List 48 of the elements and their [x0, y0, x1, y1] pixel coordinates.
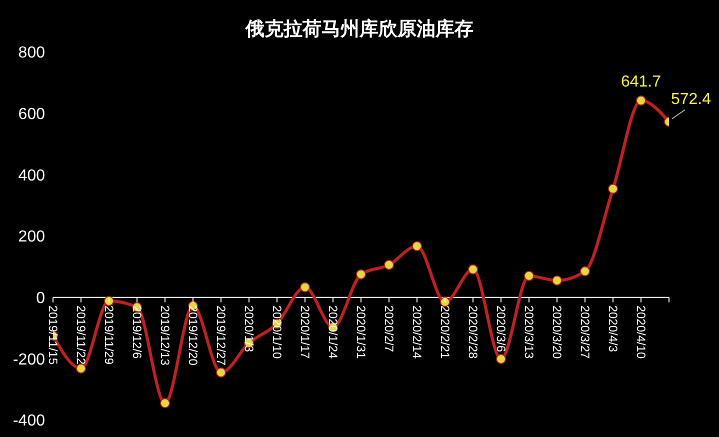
x-tick-label: 2019/11/15: [46, 305, 60, 365]
x-tick-label: 2020/1/10: [270, 305, 284, 360]
point: [384, 260, 394, 270]
point: [440, 296, 450, 307]
x-tick-label: 2019/12/27: [214, 305, 228, 366]
chart-title: 俄克拉荷马州库欣原油库存: [244, 17, 474, 42]
y-tick-label: -200: [12, 351, 46, 368]
x-tick-label: 2020/2/7: [382, 305, 396, 352]
data-label: 572.4: [670, 90, 712, 108]
x-tick-label: 2019/12/20: [186, 305, 200, 366]
point: [552, 275, 562, 286]
point: [524, 270, 534, 281]
x-tick-label: 2020/4/10: [634, 305, 648, 360]
x-tick-label: 2020/1/3: [242, 305, 256, 352]
point: [160, 398, 170, 408]
point: [468, 264, 478, 274]
x-tick-label: 2019/12/6: [130, 305, 144, 360]
x-tick-label: 2020/1/17: [298, 305, 312, 360]
x-tick-label: 2020/3/6: [494, 305, 508, 352]
x-tick-label: 2020/4/3: [606, 305, 620, 352]
y-tick-label: 0: [36, 290, 46, 308]
point: [496, 354, 506, 364]
x-tick-label: 2020/2/28: [466, 305, 480, 360]
point: [608, 184, 618, 194]
point: [580, 266, 590, 276]
x-tick-label: 2020/3/20: [550, 305, 564, 360]
x-tick-label: 2019/11/29: [102, 305, 116, 365]
x-tick-label: 2019/11/22: [74, 305, 88, 365]
y-tick-label: 200: [18, 228, 46, 246]
x-tick-label: 2020/1/31: [354, 305, 368, 360]
y-tick-label: 600: [18, 106, 46, 124]
y-tick-label: 800: [18, 44, 46, 62]
x-tick-label: 2020/2/21: [438, 305, 452, 360]
point: [412, 241, 422, 252]
point: [216, 367, 226, 378]
x-tick-label: 2020/1/24: [326, 305, 340, 360]
point: [300, 282, 310, 292]
point: [104, 296, 114, 306]
y-tick-label: -400: [12, 412, 46, 430]
x-tick-label: 2020/3/27: [578, 305, 592, 360]
point: [636, 96, 646, 106]
point: [356, 269, 366, 280]
data-label: 641.7: [620, 74, 662, 91]
x-tick-label: 2019/12/13: [158, 305, 172, 366]
x-tick-label: 2020/2/14: [410, 305, 424, 360]
point: [76, 363, 86, 374]
x-tick-label: 2020/3/13: [522, 305, 536, 360]
y-tick-label: 400: [18, 167, 46, 184]
